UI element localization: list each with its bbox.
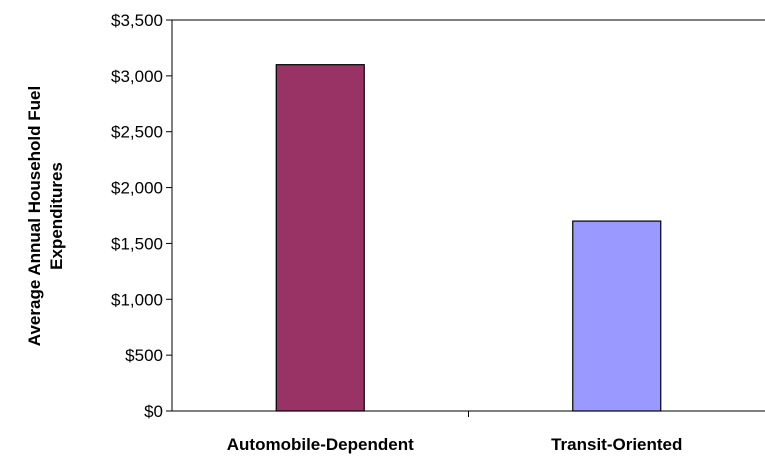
y-axis-title: Average Annual Household Fuel Expenditur… [25, 86, 66, 346]
y-tick-label: $2,000 [111, 179, 163, 198]
y-tick-label: $2,500 [111, 123, 163, 142]
y-axis-title-line-1: Average Annual Household Fuel [25, 86, 44, 346]
y-tick-label: $0 [144, 402, 163, 421]
plot-area [171, 19, 765, 412]
x-category-label: Automobile-Dependent [227, 435, 414, 454]
y-axis: $0 $500 $1,000 $1,500 $2,000 $2,500 $3,000 $3,5… [111, 11, 172, 421]
bars [275, 64, 662, 412]
y-tick-label: $1,500 [111, 234, 163, 253]
y-tick-label: $500 [125, 346, 163, 365]
y-tick-label: $1,000 [111, 290, 163, 309]
x-category-label: Transit-Oriented [551, 435, 682, 454]
bar [275, 64, 365, 412]
bar [572, 220, 662, 412]
x-axis: Automobile-Dependent Transit-Oriented [227, 411, 682, 454]
y-axis-title-line-2: Expenditures [47, 162, 66, 270]
y-tick-label: $3,000 [111, 67, 163, 86]
y-tick-label: $3,500 [111, 11, 163, 30]
